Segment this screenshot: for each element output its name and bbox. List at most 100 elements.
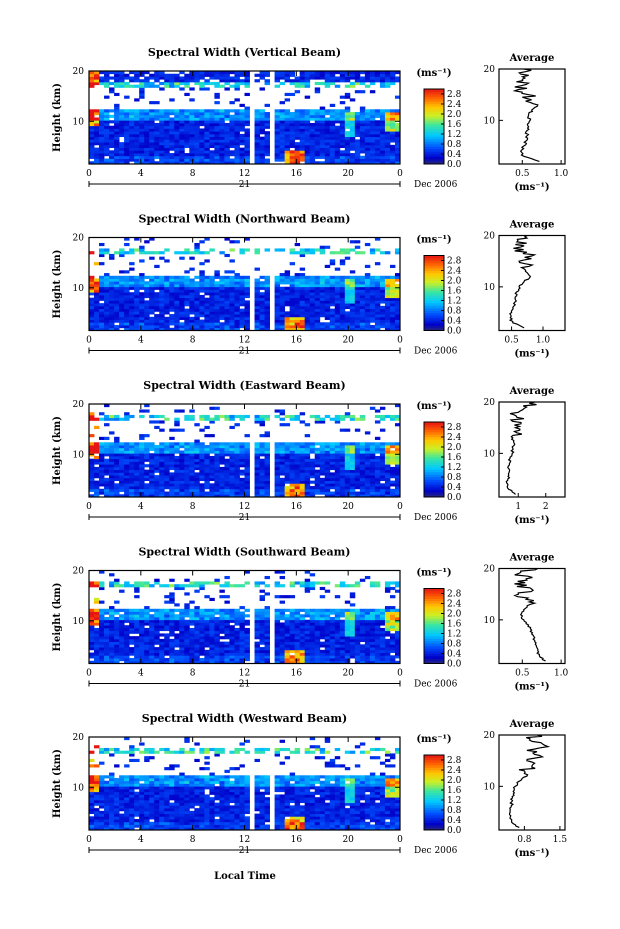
heatmap-cell — [309, 314, 316, 318]
heatmap-cell — [154, 464, 160, 468]
heatmap-cell — [339, 475, 346, 479]
heatmap-cell — [129, 125, 135, 129]
colorbar-tick-label: 0.4 — [447, 150, 462, 160]
heatmap-cell — [169, 461, 175, 465]
average-x-tick-label: 0.5 — [504, 336, 519, 346]
heatmap-cell — [324, 139, 331, 143]
heatmap-cell — [324, 133, 331, 138]
heatmap-cell — [274, 297, 281, 301]
heatmap-cell — [169, 578, 175, 582]
heatmap-cell — [224, 627, 230, 632]
heatmap-cell — [134, 627, 140, 632]
heatmap-cell — [279, 488, 286, 492]
heatmap-cell — [144, 305, 150, 310]
heatmap-cell — [204, 625, 210, 629]
heatmap-cell — [129, 442, 135, 446]
heatmap-cell — [229, 133, 235, 138]
heatmap-cell — [264, 281, 270, 285]
heatmap-cell — [289, 466, 296, 471]
heatmap-cell — [159, 316, 165, 320]
heatmap-cell — [234, 133, 240, 138]
heatmap-cell — [114, 483, 120, 487]
heatmap-cell — [134, 147, 140, 151]
heatmap-cell — [349, 120, 356, 124]
heatmap-cell — [379, 494, 386, 498]
heatmap-cell — [229, 136, 235, 140]
heatmap-cell — [304, 158, 311, 162]
heatmap-cell — [214, 480, 220, 484]
heatmap-cell — [189, 641, 195, 645]
heatmap-cell — [374, 142, 381, 146]
heatmap-cell — [144, 139, 150, 143]
heatmap-cell — [244, 322, 250, 326]
heatmap-cell — [94, 128, 100, 132]
heatmap-cell — [164, 259, 170, 263]
heatmap-cell — [359, 486, 366, 490]
heatmap-cell — [174, 319, 180, 323]
heatmap-cell — [219, 308, 225, 312]
heatmap-cell — [364, 445, 371, 449]
heatmap-cell — [294, 286, 301, 290]
heatmap-cell — [154, 300, 160, 304]
heatmap-cell — [334, 327, 341, 331]
heatmap-cell — [119, 633, 125, 637]
heatmap-cell — [99, 447, 105, 451]
heatmap-cell — [234, 98, 240, 102]
heatmap-cell — [214, 142, 220, 146]
heatmap-cell — [179, 322, 185, 326]
heatmap-cell — [244, 133, 250, 138]
heatmap-cell — [339, 311, 346, 315]
heatmap-cell — [114, 649, 120, 653]
heatmap-cell — [379, 325, 386, 329]
heatmap-cell — [154, 281, 160, 285]
heatmap-cell — [239, 319, 245, 323]
heatmap-cell — [204, 147, 210, 151]
heatmap-cell — [179, 466, 185, 471]
heatmap-cell — [339, 297, 346, 301]
heatmap-cell — [204, 112, 210, 116]
heatmap-cell — [124, 73, 130, 77]
heatmap-cell — [109, 638, 115, 643]
heatmap-cell — [134, 237, 140, 241]
heatmap-cell — [254, 445, 260, 449]
heatmap-cell — [344, 455, 351, 460]
heatmap-cell — [124, 158, 130, 162]
colorbar-swatch — [424, 479, 444, 483]
heatmap-cell — [329, 466, 336, 471]
heatmap-cell — [274, 142, 281, 146]
heatmap-cell — [369, 466, 376, 471]
heatmap-cell — [309, 281, 316, 285]
heatmap-cell — [179, 442, 185, 446]
heatmap-cell — [299, 322, 306, 326]
heatmap-cell — [154, 79, 160, 83]
heatmap-cell — [154, 578, 160, 582]
heatmap-cell — [264, 417, 270, 421]
heatmap-cell — [194, 608, 200, 612]
heatmap-cell — [99, 112, 105, 116]
heatmap-cell — [364, 464, 371, 468]
heatmap-cell — [374, 414, 381, 419]
heatmap-cell — [304, 125, 311, 129]
heatmap-cell — [159, 292, 165, 296]
heatmap-cell — [314, 417, 321, 421]
heatmap-cell — [364, 327, 371, 331]
heatmap-cell — [174, 84, 180, 88]
heatmap-cell — [144, 300, 150, 304]
heatmap-cell — [304, 251, 311, 255]
heatmap-cell — [289, 144, 296, 148]
heatmap-cell — [279, 316, 286, 320]
heatmap-cell — [394, 445, 401, 449]
heatmap-cell — [354, 289, 361, 293]
heatmap-cell — [189, 322, 195, 326]
heatmap-cell — [199, 453, 205, 457]
heatmap-cell — [379, 147, 386, 151]
heatmap-cell — [364, 480, 371, 484]
heatmap-cell — [204, 125, 210, 129]
heatmap-cell — [139, 303, 145, 307]
heatmap-cell — [354, 417, 361, 421]
heatmap-cell — [159, 314, 165, 318]
heatmap-cell — [329, 76, 336, 80]
heatmap-cell — [109, 469, 115, 473]
heatmap-cell — [319, 125, 326, 129]
heatmap-cell — [169, 455, 175, 460]
